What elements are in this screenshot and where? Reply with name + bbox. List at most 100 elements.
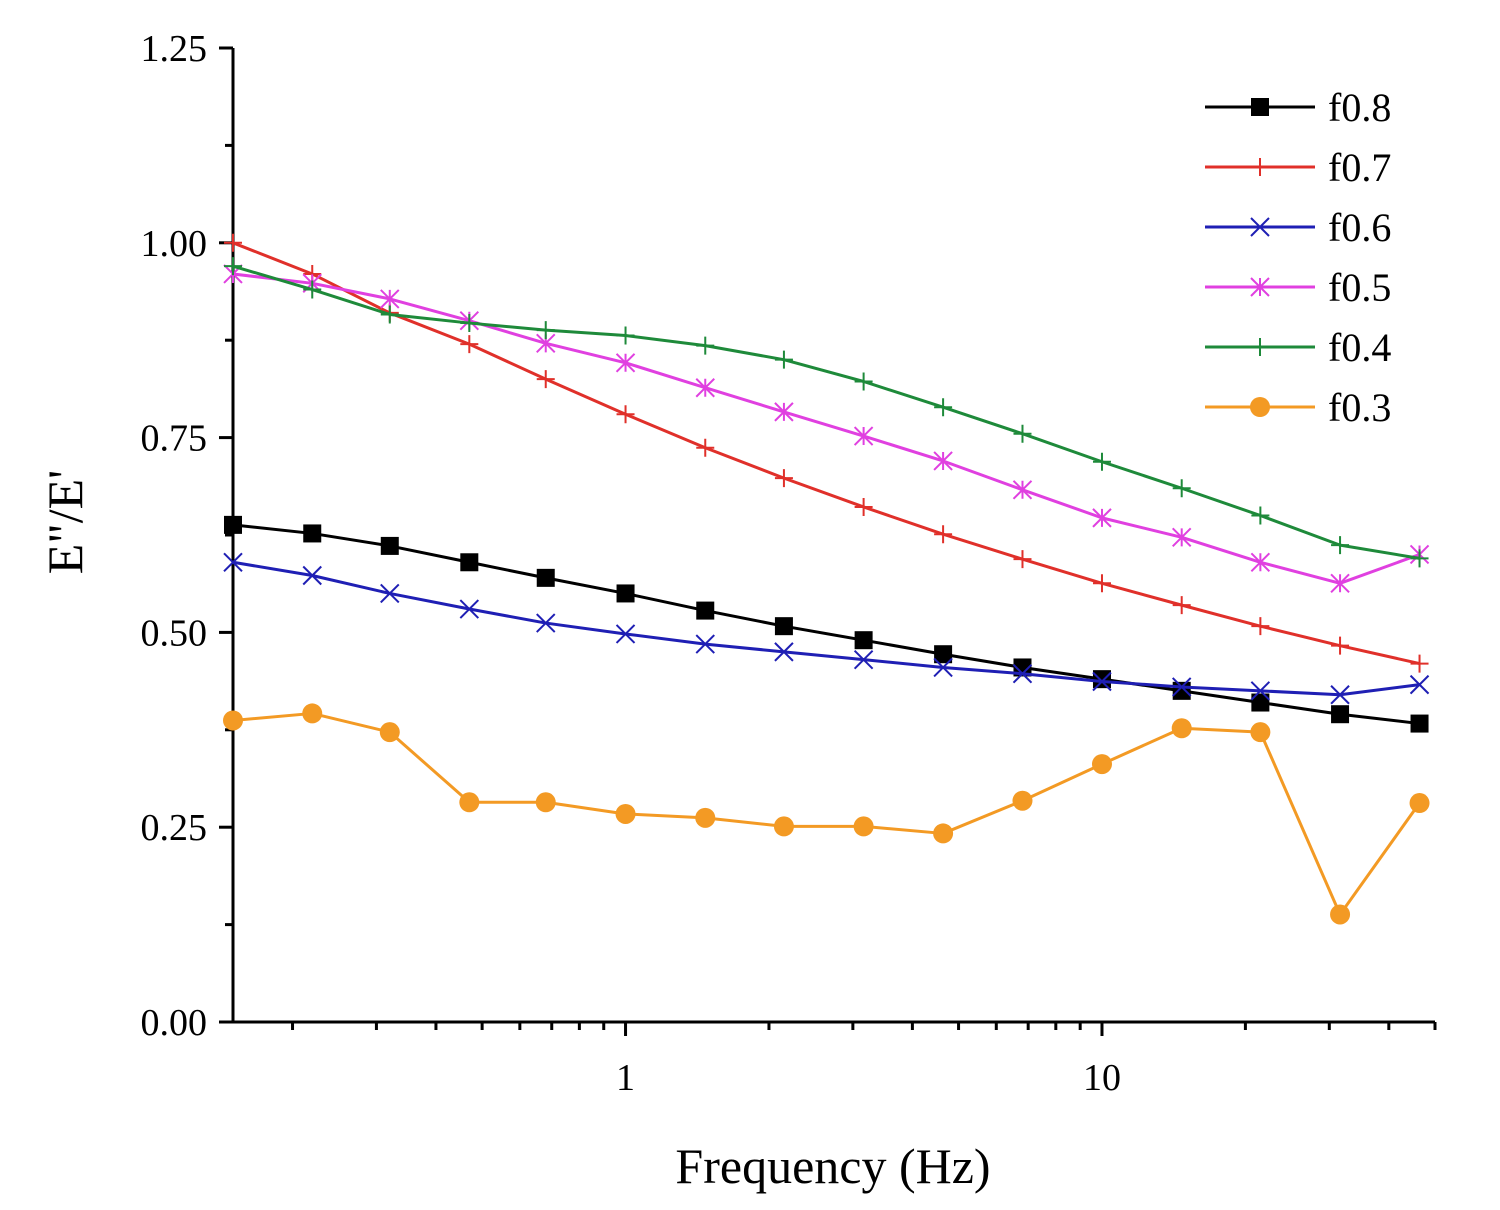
data-point xyxy=(459,599,480,619)
data-point xyxy=(1251,693,1270,712)
data-point xyxy=(460,553,479,572)
data-point xyxy=(695,807,716,828)
data-point xyxy=(224,515,242,534)
data-point xyxy=(774,402,794,422)
x-tick-label: 1 xyxy=(616,1057,635,1099)
data-point xyxy=(1410,714,1429,733)
y-tick-label: 0.25 xyxy=(141,807,208,849)
x-axis-title: Frequency (Hz) xyxy=(675,1138,990,1194)
data-point xyxy=(934,525,953,544)
data-point xyxy=(459,792,480,813)
data-point xyxy=(1172,479,1191,498)
data-point xyxy=(934,645,953,664)
data-point xyxy=(773,816,794,837)
legend-item: f0.5 xyxy=(1205,265,1391,310)
data-point xyxy=(933,657,953,678)
data-point xyxy=(695,378,715,398)
data-point xyxy=(536,321,555,340)
data-point xyxy=(380,583,400,604)
data-point xyxy=(460,314,479,333)
data-point xyxy=(223,552,243,572)
y-axis-title: E"/E' xyxy=(37,470,93,574)
series-line xyxy=(232,711,1421,916)
data-point xyxy=(774,469,793,488)
data-point xyxy=(380,305,399,324)
data-point xyxy=(302,703,323,724)
data-point xyxy=(1092,508,1112,528)
data-point xyxy=(695,634,715,654)
series-line xyxy=(232,272,1421,585)
data-point xyxy=(774,642,794,662)
data-point xyxy=(1251,98,1269,116)
legend-label: f0.3 xyxy=(1328,385,1391,430)
data-point xyxy=(535,792,556,813)
data-point xyxy=(1251,158,1269,176)
data-point xyxy=(1171,718,1192,739)
data-point xyxy=(1409,793,1430,814)
data-point xyxy=(1172,596,1191,615)
series-f0-5 xyxy=(223,264,1430,594)
legend-item: f0.3 xyxy=(1205,385,1391,430)
data-point xyxy=(933,451,953,471)
data-point xyxy=(853,649,874,670)
data-point xyxy=(616,405,635,424)
series-f0-8 xyxy=(224,515,1429,733)
data-point xyxy=(302,565,322,586)
data-point xyxy=(1172,681,1191,700)
data-point xyxy=(1012,480,1033,500)
data-point xyxy=(536,370,555,389)
data-point xyxy=(774,350,793,369)
data-point xyxy=(1410,549,1429,568)
data-point xyxy=(615,803,636,824)
data-point xyxy=(934,398,953,417)
data-point xyxy=(1171,677,1192,697)
data-point xyxy=(303,280,322,299)
series-f0-7 xyxy=(224,233,1429,673)
data-point xyxy=(1250,397,1270,417)
series-layer xyxy=(223,233,1430,925)
series-line xyxy=(232,241,1420,666)
data-point xyxy=(380,536,399,555)
data-point xyxy=(460,335,479,354)
data-point xyxy=(615,353,636,373)
data-point xyxy=(696,601,715,620)
data-point xyxy=(536,613,556,633)
data-point xyxy=(379,722,400,743)
data-point xyxy=(1251,506,1270,525)
data-point xyxy=(1171,527,1192,548)
series-line xyxy=(232,560,1420,697)
data-point xyxy=(224,257,242,276)
series-f0-6 xyxy=(223,552,1430,705)
data-point xyxy=(774,617,793,636)
data-point xyxy=(1409,674,1430,695)
legend-label: f0.6 xyxy=(1328,205,1391,250)
data-point xyxy=(1091,754,1112,775)
y-tick-label: 1.00 xyxy=(141,223,208,265)
data-point xyxy=(1092,670,1111,689)
data-point xyxy=(854,372,873,391)
data-point xyxy=(1330,685,1350,705)
data-point xyxy=(1330,573,1350,594)
data-point xyxy=(223,710,243,731)
data-point xyxy=(1250,681,1271,701)
legend: f0.8 f0.7 f0.6 f0.5 f0.4 f0.3 xyxy=(1205,85,1391,430)
axes: 0.00 0.25 0.50 0.75 1.00 1.25 1 10 xyxy=(141,28,1437,1099)
data-point xyxy=(854,631,873,650)
data-point xyxy=(853,426,874,446)
data-point xyxy=(1250,217,1270,237)
legend-label: f0.5 xyxy=(1328,265,1391,310)
legend-item: f0.7 xyxy=(1205,145,1391,190)
legend-item: f0.6 xyxy=(1205,205,1391,250)
data-point xyxy=(1013,550,1032,569)
legend-label: f0.4 xyxy=(1328,325,1391,370)
x-tick-label: 10 xyxy=(1083,1057,1121,1099)
data-point xyxy=(1092,671,1112,692)
legend-item: f0.4 xyxy=(1205,325,1391,370)
y-tick-label: 0.00 xyxy=(141,1002,208,1044)
data-point xyxy=(615,624,636,644)
data-point xyxy=(1331,705,1350,724)
data-point xyxy=(1013,424,1032,443)
data-point xyxy=(616,326,635,345)
data-point xyxy=(1331,636,1350,655)
